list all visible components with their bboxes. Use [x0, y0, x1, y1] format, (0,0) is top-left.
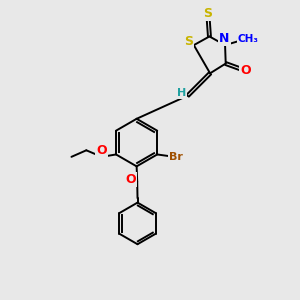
Text: S: S: [184, 35, 193, 48]
Text: Br: Br: [169, 152, 183, 162]
Text: H: H: [177, 88, 187, 98]
Text: O: O: [125, 173, 136, 186]
Text: CH₃: CH₃: [238, 34, 259, 44]
Text: O: O: [240, 64, 251, 77]
Text: N: N: [219, 32, 230, 45]
Text: O: O: [97, 144, 107, 158]
Text: S: S: [203, 7, 212, 20]
